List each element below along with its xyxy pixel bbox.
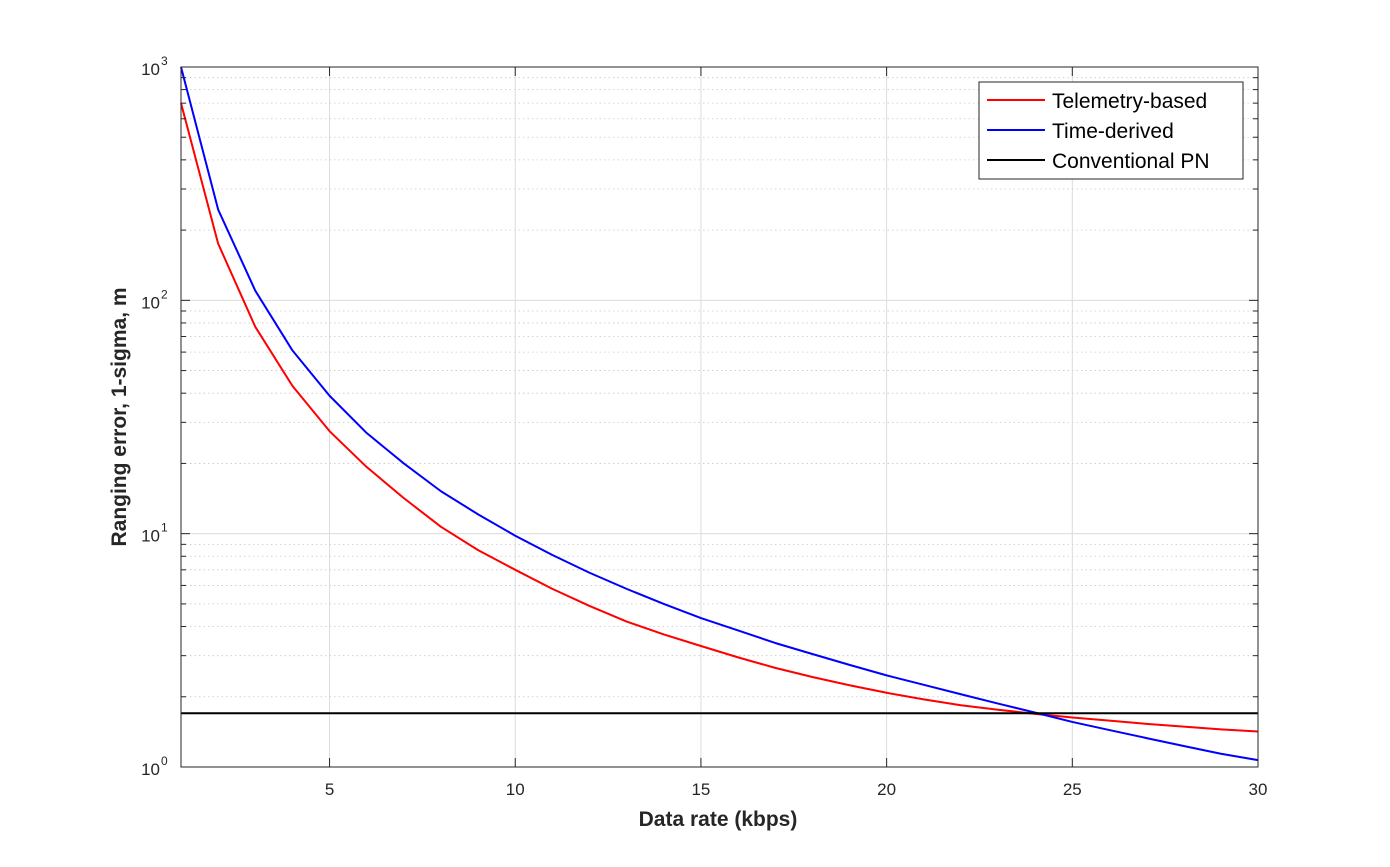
y-tick-label-exponent: 1 <box>161 521 168 535</box>
series-line-time-derived <box>180 66 1259 762</box>
plot-frame <box>180 66 1259 768</box>
x-axis-title: Data rate (kbps) <box>639 808 798 831</box>
series-layer <box>180 66 1259 762</box>
x-tick-label: 20 <box>877 780 896 799</box>
legend: Telemetry-based Time-derived Conventional … <box>978 81 1244 180</box>
y-tick-label-base: 10 <box>141 760 160 779</box>
series-line-telemetry-based <box>180 102 1259 733</box>
y-axis-title: Ranging error, 1-sigma, m <box>108 287 131 546</box>
y-tick-label-exponent: 2 <box>161 287 168 301</box>
legend-label-telemetry-based: Telemetry-based <box>1052 90 1207 113</box>
y-tick-label-base: 10 <box>141 293 160 312</box>
y-tick-label-exponent: 0 <box>161 754 168 768</box>
legend-label-time-derived: Time-derived <box>1052 120 1174 143</box>
x-tick-label: 25 <box>1063 780 1082 799</box>
y-tick-label-base: 10 <box>141 60 160 79</box>
x-tick-label: 5 <box>325 780 334 799</box>
x-tick-label: 30 <box>1249 780 1268 799</box>
x-tick-label: 10 <box>506 780 525 799</box>
y-tick-label-exponent: 3 <box>161 54 168 68</box>
x-tick-label: 15 <box>691 780 710 799</box>
y-tick-label-base: 10 <box>141 527 160 546</box>
legend-label-conventional-pn: Conventional PN <box>1052 150 1210 173</box>
